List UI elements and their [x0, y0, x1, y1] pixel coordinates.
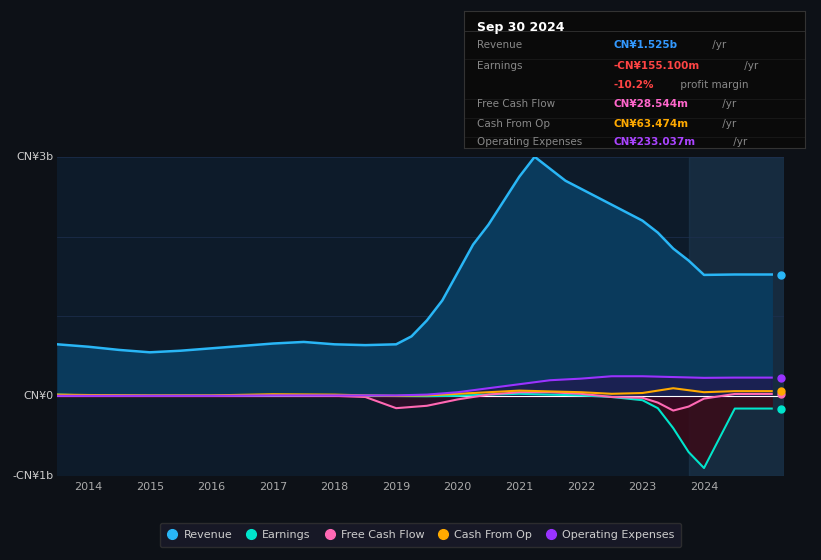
Text: Sep 30 2024: Sep 30 2024: [478, 21, 565, 34]
Text: /yr: /yr: [719, 119, 736, 129]
Text: CN¥233.037m: CN¥233.037m: [614, 137, 696, 147]
Text: /yr: /yr: [730, 137, 747, 147]
Text: -10.2%: -10.2%: [614, 80, 654, 90]
Text: Operating Expenses: Operating Expenses: [478, 137, 583, 147]
Text: /yr: /yr: [709, 40, 726, 50]
Text: -CN¥1b: -CN¥1b: [12, 471, 54, 481]
Text: -CN¥155.100m: -CN¥155.100m: [614, 61, 700, 71]
Text: /yr: /yr: [719, 100, 736, 110]
Text: Revenue: Revenue: [478, 40, 523, 50]
Text: CN¥1.525b: CN¥1.525b: [614, 40, 678, 50]
Text: profit margin: profit margin: [677, 80, 749, 90]
Legend: Revenue, Earnings, Free Cash Flow, Cash From Op, Operating Expenses: Revenue, Earnings, Free Cash Flow, Cash …: [160, 523, 681, 547]
Text: CN¥63.474m: CN¥63.474m: [614, 119, 689, 129]
Text: Earnings: Earnings: [478, 61, 523, 71]
Bar: [689, 157, 784, 476]
Text: Free Cash Flow: Free Cash Flow: [478, 100, 556, 110]
Text: Cash From Op: Cash From Op: [478, 119, 551, 129]
Text: CN¥3b: CN¥3b: [16, 152, 54, 162]
Text: CN¥0: CN¥0: [24, 391, 54, 401]
Text: CN¥28.544m: CN¥28.544m: [614, 100, 689, 110]
Text: /yr: /yr: [741, 61, 758, 71]
